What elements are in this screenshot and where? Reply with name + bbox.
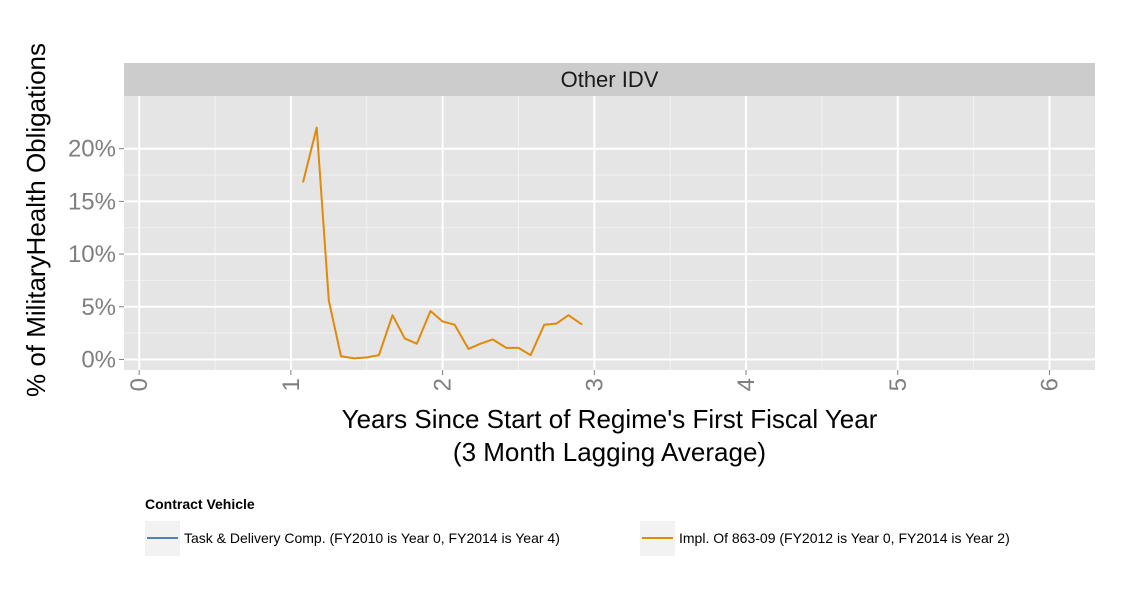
y-tick-label: 15% [68,188,116,215]
minor-gridlines [124,96,1095,370]
x-tick-label: 3 [581,378,608,391]
x-tick-label: 6 [1036,378,1063,391]
legend-item-task-delivery: Task & Delivery Comp. (FY2010 is Year 0,… [145,521,560,556]
series-layer [302,126,583,360]
y-tick-label: 0% [81,346,116,373]
facet-strip [124,63,1095,96]
major-gridlines [124,96,1095,370]
y-tick-label: 20% [68,136,116,163]
x-axis-title-line2: (3 Month Lagging Average) [453,437,766,467]
x-tick-label: 2 [430,378,457,391]
x-tick-label: 1 [278,378,305,391]
plot-panel [124,96,1095,370]
y-axis-title: % of MilitaryHealth Obligations [21,43,51,397]
legend-item-impl-863: Impl. Of 863-09 (FY2012 is Year 0, FY201… [640,521,1010,556]
legend-label-task-delivery: Task & Delivery Comp. (FY2010 is Year 0,… [184,530,560,546]
x-axis-ticks: 0 1 2 3 4 5 6 [126,370,1063,391]
x-tick-label: 0 [126,378,153,391]
series-line-1 [302,126,583,360]
legend-title: Contract Vehicle [145,496,255,512]
y-tick-label: 5% [81,294,116,321]
x-axis-title-line1: Years Since Start of Regime's First Fisc… [342,404,878,434]
x-tick-label: 5 [885,378,912,391]
x-tick-label: 4 [733,378,760,391]
y-axis-ticks: 0% 5% 10% 15% 20% [68,136,124,373]
legend-label-impl-863: Impl. Of 863-09 (FY2012 is Year 0, FY201… [679,530,1010,546]
y-tick-label: 10% [68,241,116,268]
legend: Contract Vehicle Task & Delivery Comp. (… [145,496,1010,556]
facet-label: Other IDV [561,67,659,92]
